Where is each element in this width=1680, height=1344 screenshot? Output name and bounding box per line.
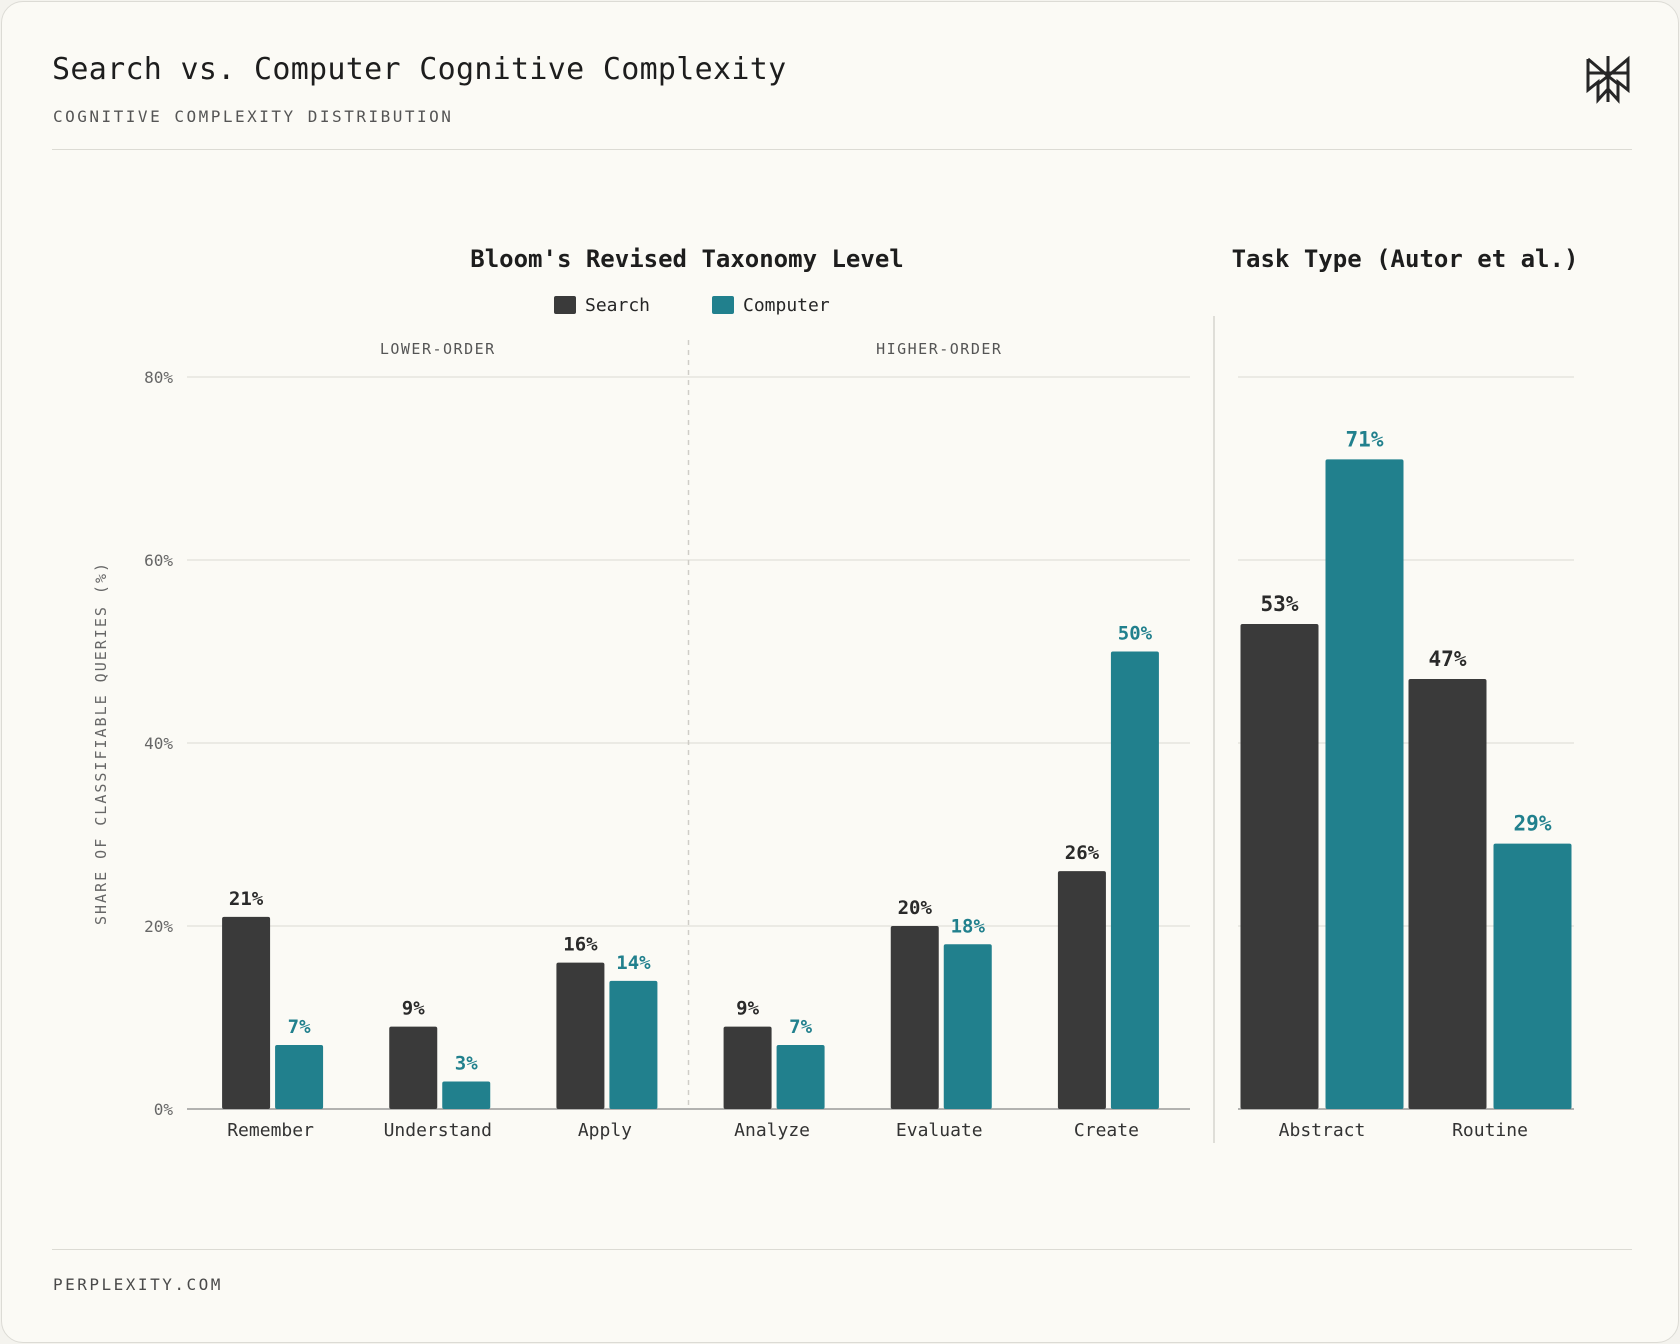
group-label: LOWER-ORDER [380, 340, 496, 358]
data-label-computer: 7% [789, 1016, 812, 1038]
footer-divider [52, 1249, 1632, 1250]
data-label-search: 26% [1065, 842, 1100, 864]
perplexity-logo-icon [1586, 55, 1630, 104]
data-label-computer: 14% [616, 952, 651, 974]
legend-label-computer: Computer [743, 295, 830, 316]
data-label-search: 9% [736, 998, 759, 1020]
y-tick-label: 60% [144, 551, 173, 570]
data-label-search: 21% [229, 888, 264, 910]
bar-computer [609, 980, 658, 1109]
data-label-search: 9% [402, 998, 425, 1020]
data-label-search: 20% [898, 897, 933, 919]
bar-search [389, 1026, 438, 1109]
bar-search [556, 962, 605, 1109]
data-label-search: 16% [563, 934, 598, 956]
data-label-computer: 71% [1346, 427, 1384, 451]
bar-computer [1110, 651, 1159, 1109]
chart-title: Task Type (Autor et al.) [1232, 245, 1579, 273]
page-title: Search vs. Computer Cognitive Complexity [52, 52, 787, 87]
footer-site: PERPLEXITY.COM [53, 1275, 223, 1294]
bar-search [1240, 624, 1319, 1109]
y-tick-label: 40% [144, 734, 173, 753]
bar-computer [442, 1081, 491, 1109]
group-label: HIGHER-ORDER [876, 340, 1002, 358]
x-tick-label: Analyze [734, 1120, 810, 1141]
bar-search [1057, 871, 1106, 1109]
bar-computer [1493, 843, 1572, 1109]
bar-search [890, 926, 939, 1109]
bar-search [723, 1026, 772, 1109]
data-label-search: 47% [1429, 647, 1467, 671]
x-tick-label: Routine [1452, 1120, 1528, 1141]
bar-computer [275, 1044, 324, 1109]
data-label-computer: 29% [1514, 812, 1552, 836]
x-tick-label: Evaluate [896, 1120, 983, 1141]
data-label-search: 53% [1261, 592, 1299, 616]
bar-computer [943, 944, 992, 1109]
x-tick-label: Create [1074, 1120, 1139, 1141]
y-tick-label: 20% [144, 917, 173, 936]
chart-title: Bloom's Revised Taxonomy Level [470, 245, 903, 273]
data-label-computer: 50% [1118, 623, 1153, 645]
x-tick-label: Remember [227, 1120, 314, 1141]
bar-search [1408, 678, 1487, 1109]
x-tick-label: Abstract [1279, 1120, 1366, 1141]
bar-computer [1325, 459, 1404, 1110]
legend-label-search: Search [585, 295, 650, 316]
bar-search [222, 916, 271, 1109]
legend-swatch-search [554, 296, 576, 314]
page-subtitle: COGNITIVE COMPLEXITY DISTRIBUTION [53, 107, 454, 126]
bar-computer [776, 1044, 825, 1109]
x-tick-label: Apply [578, 1120, 632, 1141]
y-tick-label: 0% [154, 1100, 174, 1119]
x-tick-label: Understand [384, 1120, 492, 1141]
data-label-computer: 7% [288, 1016, 311, 1038]
y-tick-label: 80% [144, 368, 173, 387]
header-divider [52, 149, 1632, 150]
data-label-computer: 18% [951, 915, 986, 937]
y-axis-label: SHARE OF CLASSIFIABLE QUERIES (%) [92, 561, 110, 925]
data-label-computer: 3% [455, 1053, 478, 1075]
legend-swatch-computer [712, 296, 734, 314]
